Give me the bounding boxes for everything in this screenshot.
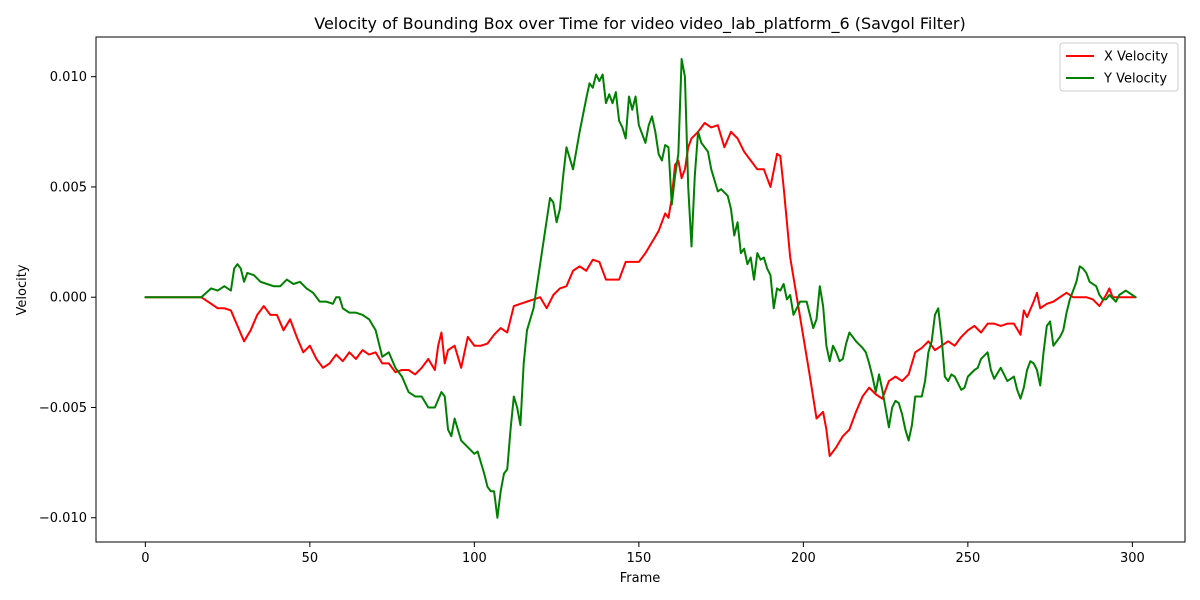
chart-title: Velocity of Bounding Box over Time for v… [314,14,965,34]
plot-frame [95,36,1186,543]
y-tick-label: −0.005 [39,401,87,416]
x-tick-label: 200 [791,551,816,566]
x-tick-label: 250 [955,551,980,566]
y-axis: −0.010 −0.005 0.000 0.005 0.010 [39,70,96,526]
series-layer [144,58,1137,519]
x-velocity-series-line [144,122,1137,457]
y-tick-label: 0.000 [50,291,87,306]
x-tick-label: 50 [302,551,319,566]
legend: X Velocity Y Velocity [1059,42,1179,92]
y-tick-label: 0.010 [50,70,87,85]
y-velocity-legend-label: Y Velocity [1103,72,1167,87]
x-velocity-legend-label: X Velocity [1104,50,1168,65]
y-tick-label: 0.005 [50,180,87,195]
x-tick-label: 0 [141,551,149,566]
y-axis-title: Velocity [15,264,30,315]
x-axis: 0 50 100 150 200 250 300 [141,542,1145,566]
x-tick-label: 150 [626,551,651,566]
x-tick-label: 300 [1120,551,1145,566]
x-tick-label: 100 [462,551,487,566]
y-tick-label: −0.010 [39,511,87,526]
plot-background [96,37,1185,542]
x-axis-title: Frame [620,571,661,586]
y-velocity-series-line [144,58,1137,519]
plot-area [95,36,1186,543]
